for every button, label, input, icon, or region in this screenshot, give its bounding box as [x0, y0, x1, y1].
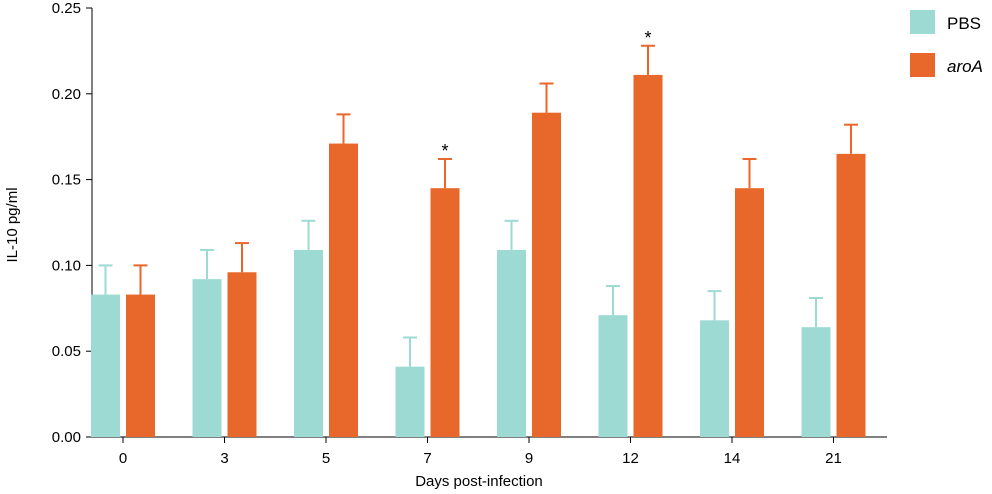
legend-label-pbs: PBS — [947, 14, 981, 33]
y-axis-title: IL-10 pg/ml — [4, 187, 21, 262]
legend-swatch-aroa — [910, 53, 935, 77]
plot-area: 0.000.050.100.150.200.25 0 3 5 7 9 12 14 21 ** — [52, 0, 887, 467]
y-tick-label: 0.05 — [52, 343, 81, 360]
bar-aroa — [836, 153, 866, 438]
x-tick-label: 12 — [622, 450, 639, 467]
significance-annotations: ** — [441, 28, 651, 161]
bar-aroa — [227, 272, 257, 437]
y-tick-label: 0.15 — [52, 172, 81, 189]
bar-pbs — [801, 327, 831, 437]
legend-swatch-pbs — [910, 10, 935, 34]
y-tick-label: 0.00 — [52, 429, 81, 446]
bar-pbs — [294, 249, 323, 437]
bars — [91, 44, 866, 438]
x-tick-label: 7 — [423, 450, 431, 467]
x-axis-ticks: 0 3 5 7 9 12 14 21 — [119, 437, 842, 467]
x-tick-label: 9 — [525, 450, 533, 467]
bar-aroa — [126, 294, 155, 437]
bar-aroa — [329, 143, 358, 437]
bar-pbs — [395, 366, 425, 437]
x-tick-label: 21 — [825, 450, 842, 467]
x-tick-label: 3 — [220, 450, 228, 467]
bar-aroa — [532, 112, 561, 438]
bar-aroa — [735, 188, 764, 437]
y-tick-label: 0.25 — [52, 0, 81, 17]
bar-pbs — [192, 279, 222, 437]
x-axis-title: Days post-infection — [415, 473, 543, 490]
x-tick-label: 14 — [724, 450, 741, 467]
bar-pbs — [598, 315, 628, 437]
y-axis-ticks: 0.00 0.05 0.10 0.15 0.20 0.25 — [52, 0, 92, 446]
legend: PBS aroA — [910, 10, 983, 77]
bar-aroa — [633, 74, 663, 437]
y-tick-label: 0.20 — [52, 86, 81, 103]
legend-label-aroa: aroA — [947, 57, 983, 76]
bar-pbs — [700, 320, 729, 437]
bar-aroa — [430, 188, 460, 437]
significance-star: * — [644, 28, 651, 48]
x-tick-label: 0 — [119, 450, 127, 467]
x-tick-label: 5 — [322, 450, 330, 467]
bar-pbs — [91, 294, 120, 437]
y-tick-label: 0.10 — [52, 257, 81, 274]
significance-star: * — [441, 141, 448, 161]
bar-pbs — [497, 249, 526, 437]
